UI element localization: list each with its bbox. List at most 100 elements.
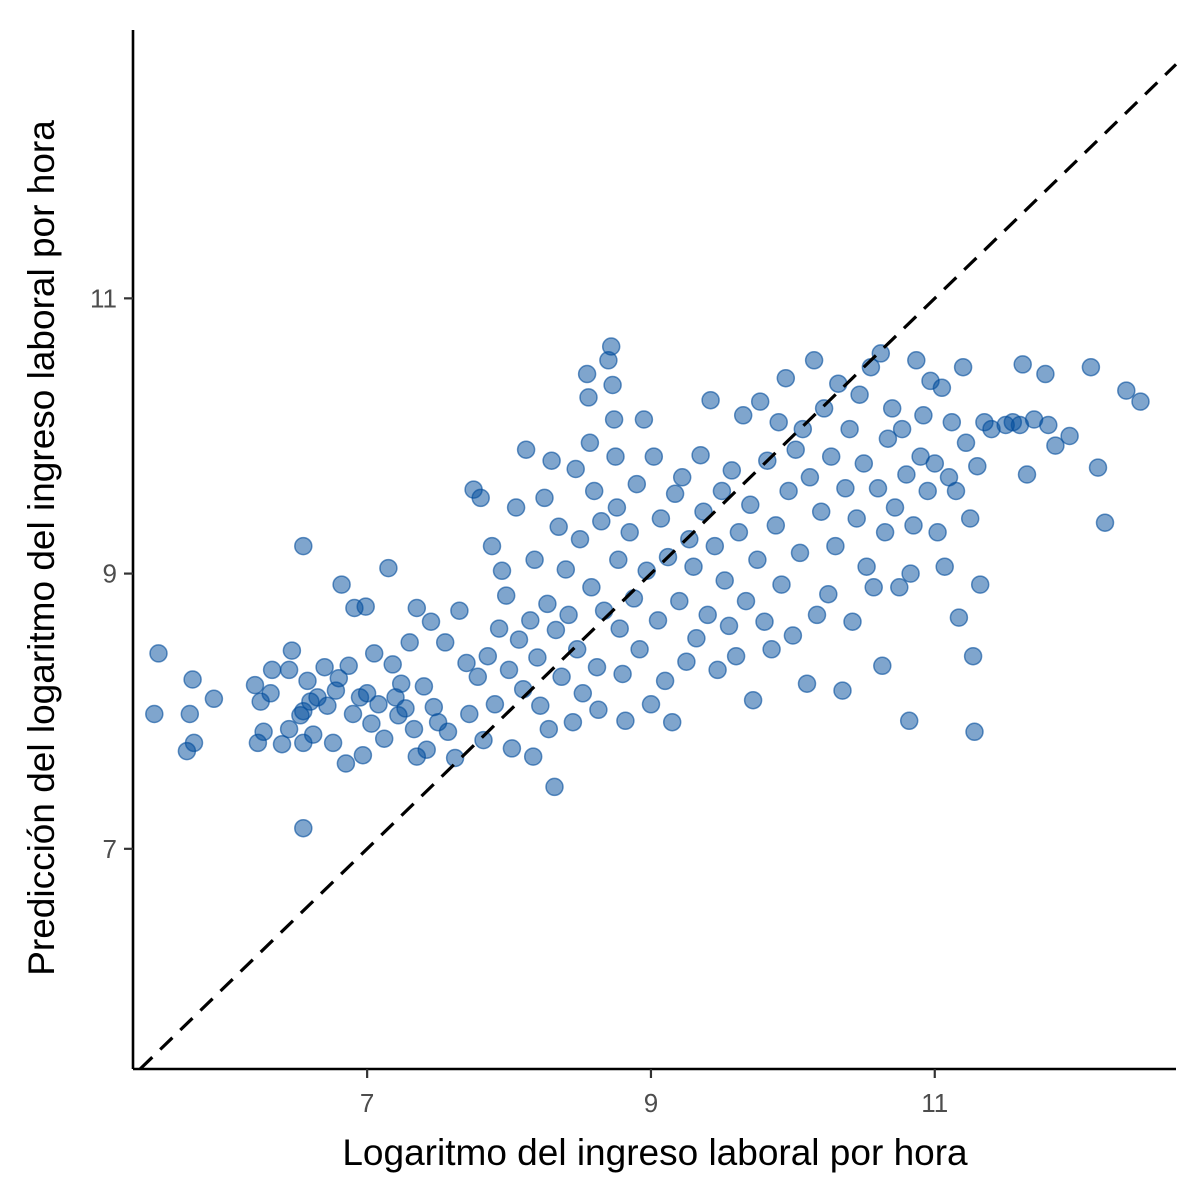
data-point [262, 660, 282, 680]
y-tick-label: 7 [103, 834, 117, 864]
data-point [149, 644, 168, 663]
data-point [819, 584, 838, 604]
data-point [840, 419, 859, 439]
data-point [719, 616, 739, 636]
data-point [332, 575, 351, 594]
data-point [748, 550, 767, 570]
data-point [665, 484, 685, 504]
data-point [535, 488, 554, 508]
data-point [811, 502, 831, 521]
data-point [807, 605, 827, 625]
data-point [282, 641, 302, 660]
data-point [580, 433, 600, 453]
data-point [509, 630, 529, 649]
data-point [379, 558, 398, 578]
data-point [499, 660, 519, 680]
data-point [627, 474, 647, 494]
data-point [582, 578, 601, 597]
data-point [779, 481, 798, 501]
data-point [684, 557, 703, 576]
data-point [482, 536, 502, 556]
data-point [925, 454, 945, 473]
points-layer [145, 337, 1150, 838]
data-point [424, 697, 444, 717]
data-point [594, 601, 614, 620]
data-point [528, 648, 547, 667]
data-point [183, 670, 202, 689]
data-point [670, 591, 689, 611]
data-point [336, 754, 356, 773]
data-point [800, 468, 820, 487]
data-point [826, 536, 845, 556]
data-point [318, 696, 337, 715]
data-point [435, 633, 455, 652]
data-point [404, 719, 424, 739]
data-point [474, 730, 493, 750]
data-point [847, 509, 866, 528]
data-point [563, 712, 583, 732]
data-point [769, 412, 788, 432]
data-point [793, 419, 813, 439]
data-point [946, 481, 966, 501]
data-point [644, 447, 664, 466]
data-point [875, 523, 895, 542]
data-point [613, 664, 632, 684]
data-point [680, 529, 699, 549]
data-point [762, 640, 781, 659]
data-point [438, 722, 458, 742]
data-point [722, 461, 742, 480]
data-point [949, 608, 969, 627]
data-point [567, 640, 587, 659]
data-point [914, 406, 933, 425]
data-point [1088, 458, 1108, 477]
data-point [492, 561, 512, 581]
data-point [460, 704, 479, 724]
data-point [620, 523, 639, 542]
data-point [953, 357, 973, 377]
data-point [892, 419, 912, 439]
data-point [556, 560, 576, 579]
data-point [539, 719, 559, 739]
data-point [298, 671, 317, 691]
data-point [315, 657, 334, 677]
data-point [1117, 381, 1136, 400]
data-point [854, 454, 874, 473]
data-point [885, 498, 905, 517]
data-point [956, 433, 976, 453]
data-point [630, 640, 649, 659]
data-point [783, 626, 803, 645]
data-point [965, 722, 984, 742]
data-point [353, 745, 373, 765]
data-point [592, 512, 611, 531]
y-axis-title: Predicción del logaritmo del ingreso lab… [21, 120, 62, 976]
data-point [374, 729, 394, 748]
data-point [513, 679, 533, 699]
data-point [907, 351, 926, 370]
data-point [634, 410, 654, 429]
data-point [538, 594, 557, 614]
data-point [542, 451, 561, 470]
data-point [843, 612, 862, 631]
data-point [245, 675, 265, 695]
data-point [485, 695, 505, 714]
data-point [364, 644, 384, 663]
data-point [272, 734, 292, 754]
data-point [450, 601, 469, 620]
data-point [294, 536, 313, 556]
data-point [672, 468, 692, 487]
data-point [814, 399, 834, 418]
data-point [180, 704, 200, 724]
x-ticks: 7 9 11 [360, 1069, 948, 1118]
data-point [362, 714, 381, 733]
data-point [935, 557, 954, 576]
data-point [531, 696, 550, 715]
data-point [864, 578, 883, 597]
data-point [932, 378, 952, 398]
data-point [396, 699, 415, 718]
data-point [525, 550, 544, 570]
data-point [1036, 364, 1055, 384]
data-point [339, 656, 358, 676]
data-point [960, 509, 980, 528]
data-point [323, 733, 343, 753]
data-point [584, 481, 604, 501]
